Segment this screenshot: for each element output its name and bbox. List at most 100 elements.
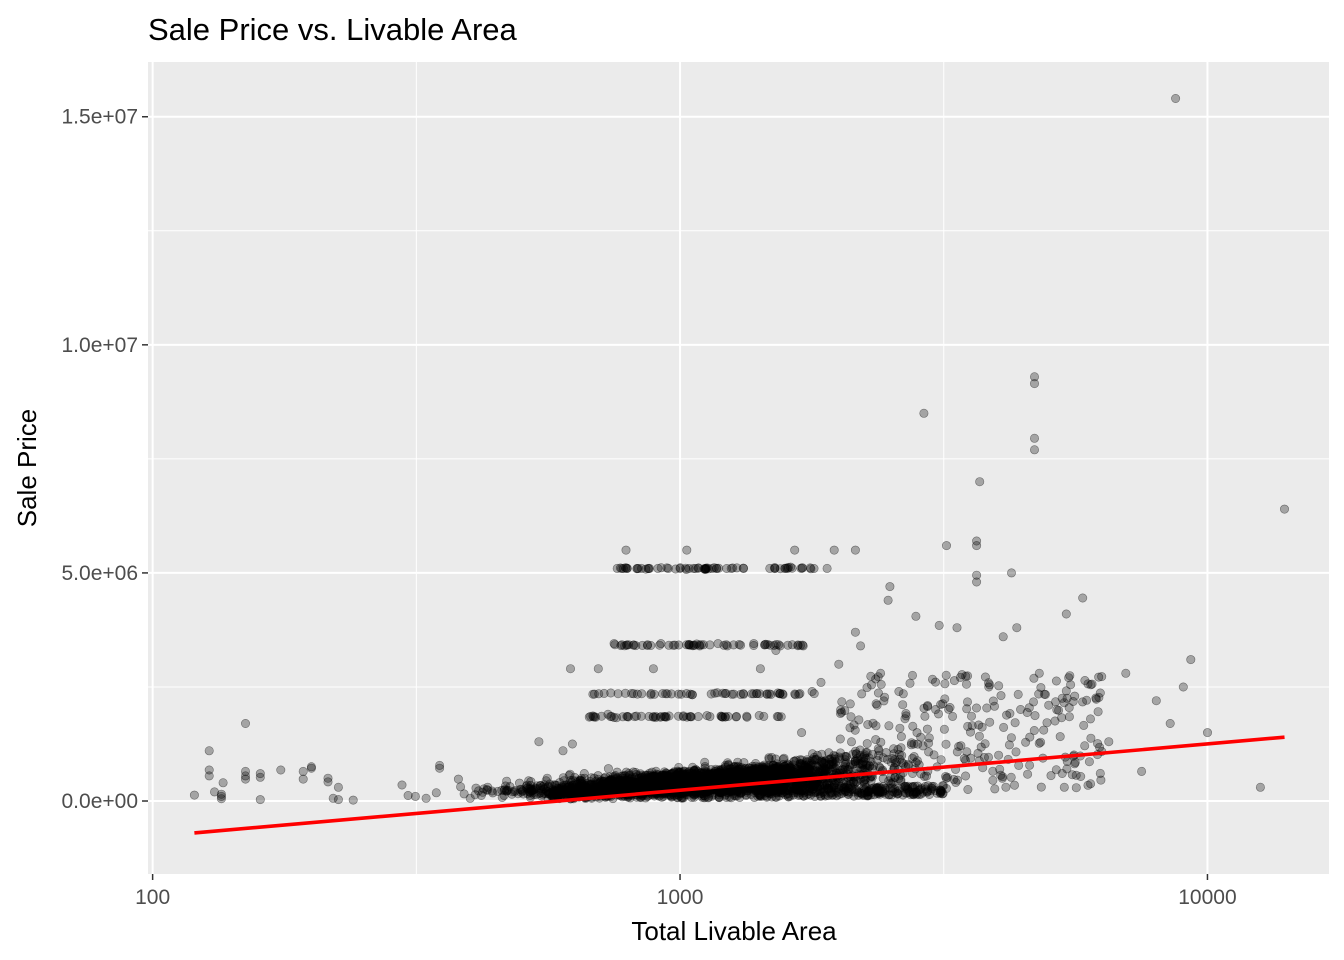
data-point [754,790,764,800]
data-point [714,792,724,802]
data-point [795,759,805,769]
data-point [822,563,832,573]
data-point [734,770,744,780]
data-point [693,712,703,722]
data-point [741,767,751,777]
data-point [593,664,603,674]
data-point [724,768,734,778]
data-point [941,739,951,749]
data-point [608,782,618,792]
data-point [741,773,751,783]
data-point [782,767,792,777]
data-point [582,784,592,794]
data-point [1086,680,1096,690]
data-point [948,711,958,721]
data-point [690,775,700,785]
data-point [684,774,694,784]
data-point [765,563,775,573]
data-point [642,779,652,789]
data-point [778,766,788,776]
data-point [713,771,723,781]
data-point [707,769,717,779]
data-point [936,699,946,709]
data-point [746,769,756,779]
data-point [704,773,714,783]
data-point [661,776,671,786]
data-point [298,774,308,784]
data-point [756,770,766,780]
data-point [695,641,705,651]
data-point [847,783,857,793]
data-point [525,790,535,800]
data-point [810,781,820,791]
data-point [961,771,971,781]
data-point [660,776,670,786]
data-point [1086,714,1096,724]
data-point [749,766,759,776]
data-point [785,783,795,793]
data-point [592,786,602,796]
data-point [651,769,661,779]
data-point [777,785,787,795]
data-point [558,773,568,783]
data-point [661,770,671,780]
data-point [655,772,665,782]
data-point [603,709,613,719]
data-point [799,791,809,801]
data-point [1178,682,1188,692]
data-point [952,623,962,633]
data-point [920,711,930,721]
data-point [715,773,725,783]
data-point [669,775,679,785]
data-point [731,771,741,781]
data-point [733,761,743,771]
data-point [816,677,826,687]
data-point [696,768,706,778]
data-point [633,779,643,789]
data-point [459,789,469,799]
data-point [1036,683,1046,693]
data-point [592,785,602,795]
data-point [542,786,552,796]
data-point [822,779,832,789]
data-point [502,785,512,795]
data-point [646,688,656,698]
data-point [732,762,742,772]
data-point [733,773,743,783]
data-point [517,786,527,796]
data-point [629,783,639,793]
data-point [760,766,770,776]
data-point [665,777,675,787]
data-point [707,563,717,573]
data-point [824,748,834,758]
data-point [684,774,694,784]
data-point [333,782,343,792]
data-point [759,764,769,774]
data-point [754,771,764,781]
data-point [826,753,836,763]
data-point [599,688,609,698]
data-point [949,676,959,686]
data-point [1039,725,1049,735]
data-point [661,689,671,699]
data-point [1095,688,1105,698]
data-point [651,780,661,790]
data-point [771,645,781,655]
data-point [516,785,526,795]
data-point [637,640,647,650]
data-point [562,785,572,795]
data-point [675,775,685,785]
data-point [775,768,785,778]
data-point [635,782,645,792]
data-point [656,639,666,649]
data-point [862,739,872,749]
data-point [1061,609,1071,619]
data-point [810,766,820,776]
data-point [612,781,622,791]
data-point [737,773,747,783]
data-point [988,766,998,776]
data-point [749,785,759,795]
data-point [752,769,762,779]
data-point [756,764,766,774]
data-point [911,787,921,797]
